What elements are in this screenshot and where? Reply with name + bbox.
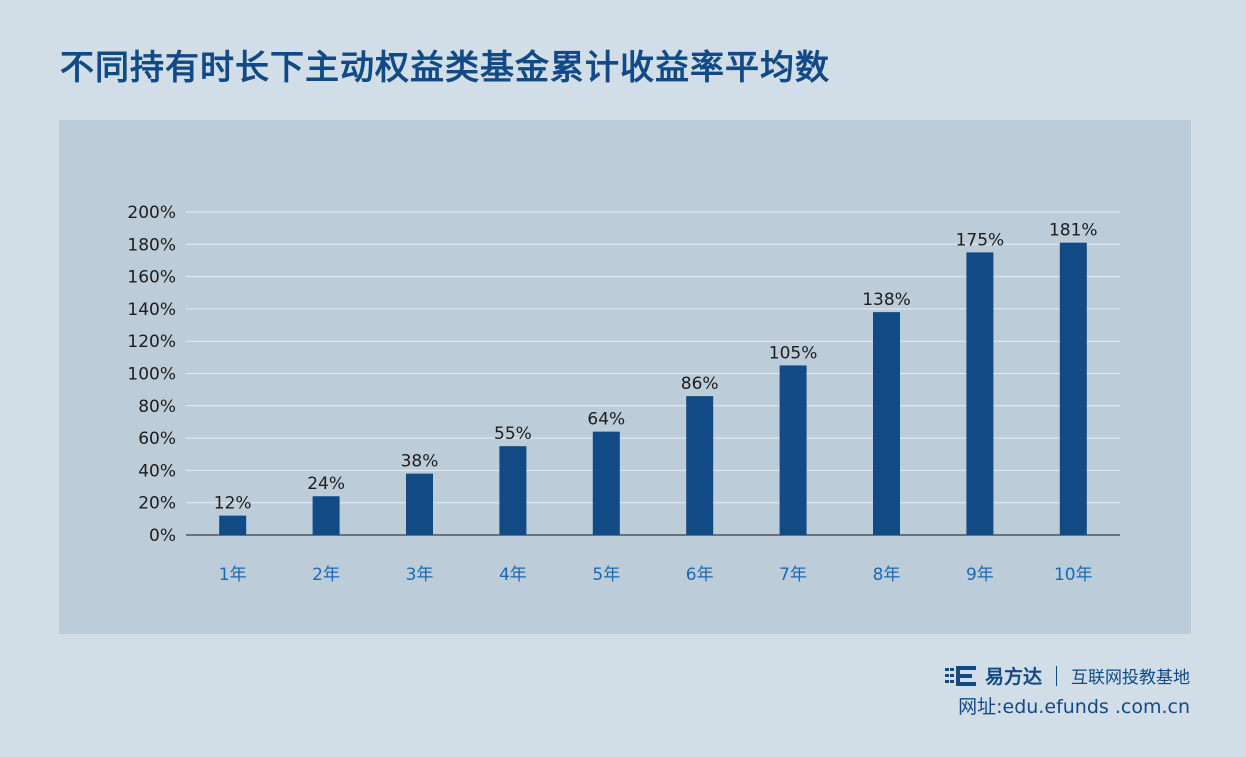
bar-value-label: 12% — [214, 494, 252, 514]
chart-panel: 0% 20% 40% 60% 80% 100% 120% 140% 160% 180% 200% 12… — [59, 120, 1191, 634]
brand-tagline: 互联网投教基地 — [1071, 668, 1190, 688]
brand-divider — [1056, 665, 1057, 686]
bar — [406, 473, 433, 535]
bar-value-label: 175% — [956, 230, 1005, 250]
bar — [1059, 242, 1087, 535]
bar — [312, 496, 340, 535]
y-tick-label: 60% — [138, 429, 176, 449]
y-tick-label: 120% — [127, 332, 176, 352]
y-tick-label: 140% — [127, 300, 176, 320]
bar-value-label: 55% — [494, 424, 532, 444]
bar-value-label: 105% — [769, 343, 818, 363]
chart-title: 不同持有时长下主动权益类基金累计收益率平均数 — [60, 48, 830, 88]
x-category-label: 9年 — [966, 565, 994, 585]
bar-value-label: 181% — [1049, 221, 1098, 241]
x-category-label: 1年 — [219, 565, 247, 585]
bar — [966, 252, 994, 535]
bar-value-label: 38% — [401, 452, 439, 472]
bar — [219, 515, 247, 535]
y-tick-label: 200% — [127, 203, 176, 223]
y-tick-label: 0% — [149, 526, 176, 546]
bar-chart: 0% 20% 40% 60% 80% 100% 120% 140% 160% 180% 200% 12… — [127, 203, 1120, 585]
x-category-label: 2年 — [312, 565, 340, 585]
bar — [779, 365, 807, 535]
footer-url: 网址:edu.efunds .com.cn — [958, 696, 1190, 718]
x-category-label: 4年 — [499, 565, 527, 585]
y-tick-label: 20% — [138, 494, 176, 514]
y-tick-label: 100% — [127, 365, 176, 385]
bar-value-label: 64% — [587, 410, 625, 430]
x-category-label: 8年 — [873, 565, 901, 585]
bar — [499, 446, 527, 535]
x-category-label: 5年 — [592, 565, 620, 585]
x-category-label: 3年 — [406, 565, 434, 585]
footer-brand: 易方达 互联网投教基地 — [944, 662, 1190, 689]
y-tick-label: 160% — [127, 268, 176, 288]
x-category-label: 10年 — [1054, 565, 1093, 585]
bar-value-label: 24% — [307, 474, 345, 494]
bar — [873, 312, 900, 535]
bar — [686, 396, 714, 535]
x-category-label: 6年 — [686, 565, 714, 585]
y-tick-label: 40% — [138, 461, 176, 481]
bar — [592, 431, 620, 535]
efunds-logo-icon — [944, 665, 976, 686]
bar-value-label: 138% — [862, 290, 911, 310]
y-tick-label: 80% — [138, 397, 176, 417]
brand-name: 易方达 — [984, 666, 1042, 688]
y-tick-label: 180% — [127, 235, 176, 255]
x-category-label: 7年 — [779, 565, 807, 585]
bar-value-label: 86% — [681, 374, 719, 394]
